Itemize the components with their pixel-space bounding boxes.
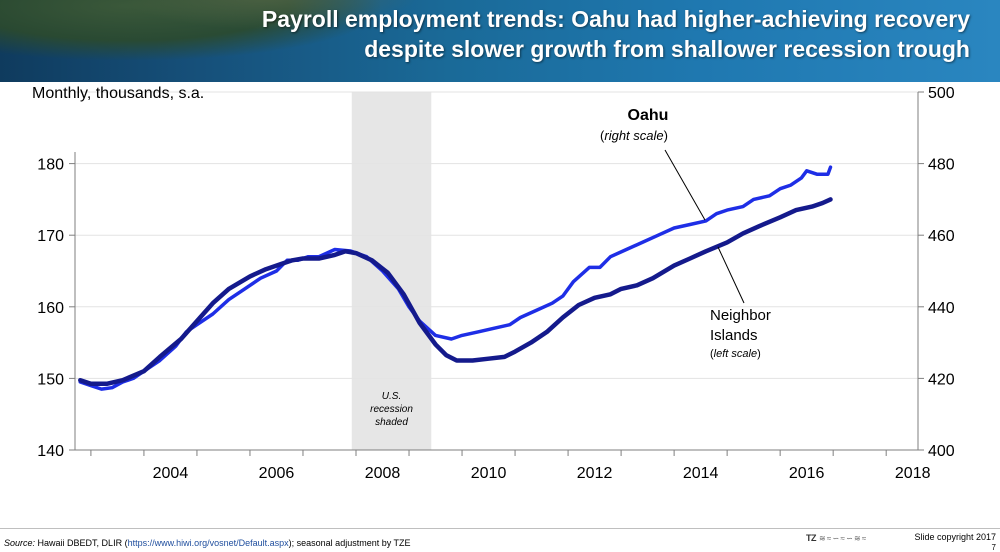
left-tick-label: 170 [37,228,64,245]
left-tick-label: 140 [37,443,64,460]
source-lead: Source: [4,538,36,548]
neighbor-pointer [717,246,745,304]
source-tail: ; seasonal adjustment by TZE [291,538,411,548]
unit-label: Monthly, thousands, s.a. [32,85,204,102]
source-link[interactable]: https://www.hiwi.org/vosnet/Default.aspx [127,538,289,548]
right-axis-ticks: 400 420 440 460 480 500 [918,85,955,460]
left-tick-label: 160 [37,300,64,317]
right-tick-label: 460 [928,228,955,245]
x-tick-label: 2016 [789,465,825,482]
banner-photo-land-2 [120,0,420,30]
x-tick-label: 2014 [683,465,719,482]
right-tick-label: 480 [928,157,955,174]
neighbor-label-line-2: Islands [710,327,758,344]
x-tick-label: 2010 [471,465,507,482]
copyright-note: Slide copyright 2017 [914,532,996,542]
x-tick-label: 2006 [259,465,295,482]
recession-label-line: recession [370,404,413,415]
slide-title: Payroll employment trends: Oahu had high… [90,4,970,64]
series-line-oahu [78,197,833,387]
right-tick-label: 400 [928,443,955,460]
right-tick-label: 440 [928,300,955,317]
x-tick-label: 2018 [895,465,931,482]
recession-label: U.S. recession shaded [370,391,413,428]
recession-band [351,92,432,450]
axes [74,92,919,451]
oahu-pointer [664,149,706,221]
source-note: Source: Hawaii DBEDT, DLIR (https://www.… [4,538,411,548]
tze-logo: TZ ≋ ≈ ∽ ≈ ∽ ≋ ≈ [806,533,866,542]
left-axis-ticks: 140 150 160 170 180 [37,157,75,460]
neighbor-label-line-1: Neighbor [710,307,771,324]
neighbor-scale-note: (left scale) [710,348,761,360]
right-tick-label: 420 [928,371,955,388]
x-tick-label: 2004 [153,465,189,482]
left-tick-label: 180 [37,157,64,174]
left-tick-label: 150 [37,371,64,388]
recession-label-line: U.S. [382,391,401,402]
recession-label-line: shaded [375,417,408,428]
oahu-scale-note: (right scale) [600,128,668,143]
x-tick-label: 2012 [577,465,613,482]
source-text: Hawaii DBEDT, DLIR [37,538,123,548]
slide-title-line-2: despite slower growth from shallower rec… [364,36,970,62]
title-banner: Payroll employment trends: Oahu had high… [0,0,1000,82]
footer-divider [0,528,1000,529]
right-tick-label: 500 [928,85,955,102]
page-number: 7 [991,543,996,552]
gridlines [75,91,918,451]
x-tick-label: 2008 [365,465,401,482]
x-axis-ticks: 2004 2006 2008 2010 2012 2014 2016 2018 [90,450,931,482]
slide-title-line-1: Payroll employment trends: Oahu had high… [261,6,970,32]
oahu-label: Oahu [628,107,669,124]
